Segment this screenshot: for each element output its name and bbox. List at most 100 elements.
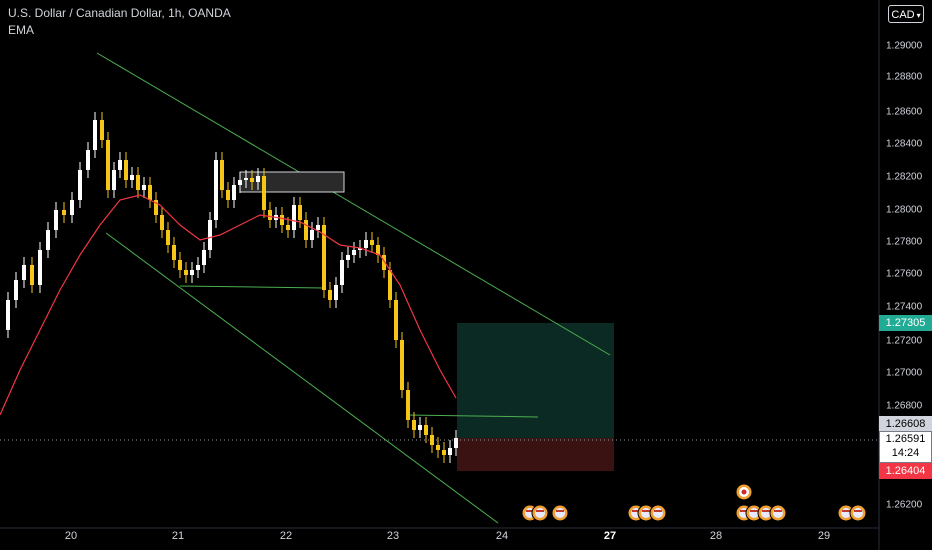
candle-body (394, 300, 398, 340)
candle-body (280, 215, 284, 225)
candle-body (286, 225, 290, 230)
candle-body (100, 120, 104, 140)
time-axis-label: 22 (279, 530, 293, 542)
candle-body (154, 200, 158, 215)
resistance-zone (239, 171, 345, 193)
price-axis-label: 1.28800 (886, 71, 923, 83)
price-axis-label: 1.27000 (886, 367, 923, 379)
candle-body (208, 220, 212, 250)
candle-body (214, 160, 218, 220)
candle-body (148, 185, 152, 200)
candle-body (424, 425, 428, 435)
time-axis-label: 29 (817, 530, 831, 542)
candle-body (382, 255, 386, 270)
currency-button[interactable]: CAD ▾ (888, 5, 924, 23)
us-flag-icon-inner (773, 508, 783, 518)
price-axis-label: 1.27400 (886, 301, 923, 313)
candle-body (304, 220, 308, 240)
candle-body (442, 450, 446, 455)
candle-body (316, 225, 320, 230)
price-axis-label: 1.27600 (886, 268, 923, 280)
candle-body (310, 230, 314, 240)
indicator-label-ema[interactable]: EMA (8, 23, 35, 37)
last-price-tag: 1.26608 (879, 416, 932, 432)
time-axis-label: 21 (171, 530, 185, 542)
stop-zone (457, 438, 614, 471)
candle-body (106, 140, 110, 190)
us-flag-icon-stripe (654, 510, 662, 512)
candle-body (124, 160, 128, 180)
candle-body (244, 178, 248, 180)
candle-body (6, 300, 10, 330)
us-flag-icon-stripe (642, 510, 650, 512)
candle-body (46, 230, 50, 250)
us-flag-icon-stripe (740, 510, 748, 512)
candle-body (190, 270, 194, 275)
chart-title: U.S. Dollar / Canadian Dollar, 1h, OANDA (8, 6, 231, 20)
axis-corner[interactable] (879, 528, 932, 550)
candle-body (412, 420, 416, 430)
candle-body (340, 260, 344, 285)
candle-body (364, 240, 368, 248)
candle-body (388, 270, 392, 300)
candle-body (62, 210, 66, 215)
candle-body (298, 205, 302, 220)
target-price-tag: 1.27305 (879, 315, 932, 331)
price-axis-label: 1.26200 (886, 499, 923, 511)
price-axis-label: 1.29000 (886, 40, 923, 52)
us-flag-icon-stripe (762, 510, 770, 512)
time-axis-label: 27 (603, 530, 617, 542)
candle-body (448, 448, 452, 455)
us-flag-icon-stripe (526, 510, 534, 512)
candle-body (54, 210, 58, 230)
candle-body (322, 225, 326, 290)
current-price-value: 1.26591 (885, 433, 926, 445)
ca-flag-icon-leaf (741, 489, 747, 495)
channel-upper-line (96, 52, 611, 356)
candle-body (196, 265, 200, 270)
chevron-down-icon: ▾ (916, 11, 921, 20)
us-flag-icon-inner (853, 508, 863, 518)
price-axis-label: 1.28000 (886, 204, 923, 216)
candle-body (93, 120, 97, 150)
time-axis-label: 24 (495, 530, 509, 542)
candle-body (328, 290, 332, 300)
candle-body (30, 265, 34, 285)
target-zone (457, 323, 614, 438)
candle-body (184, 270, 188, 275)
candle-body (78, 170, 82, 200)
candle-body (334, 285, 338, 300)
us-flag-icon-stripe (750, 510, 758, 512)
price-axis-label: 1.28200 (886, 171, 923, 183)
candle-body (406, 390, 410, 420)
candle-body (376, 245, 380, 255)
candle-body (86, 150, 90, 170)
price-axis-label: 1.28400 (886, 138, 923, 150)
candle-body (346, 255, 350, 260)
candle-body (232, 185, 236, 200)
candle-body (14, 280, 18, 300)
candle-body (256, 176, 260, 182)
entry-line (406, 414, 539, 418)
time-axis-label: 28 (709, 530, 723, 542)
price-axis-label: 1.27800 (886, 236, 923, 248)
us-flag-icon-stripe (556, 510, 564, 512)
price-axis-label: 1.27200 (886, 335, 923, 347)
candle-body (118, 160, 122, 170)
us-flag-icon-inner (555, 508, 565, 518)
candle-body (166, 230, 170, 245)
candle-body (136, 175, 140, 190)
candle-body (130, 175, 134, 180)
candle-body (352, 250, 356, 255)
candle-body (38, 250, 42, 285)
candle-body (70, 200, 74, 215)
candle-body (358, 248, 362, 250)
candle-body (436, 445, 440, 450)
candle-body (370, 240, 374, 245)
bar-countdown: 14:24 (891, 447, 920, 459)
candle-body (172, 245, 176, 260)
candle-body (418, 425, 422, 430)
candle-body (250, 178, 254, 182)
current-price-tag: 1.26591 14:24 (879, 431, 932, 463)
